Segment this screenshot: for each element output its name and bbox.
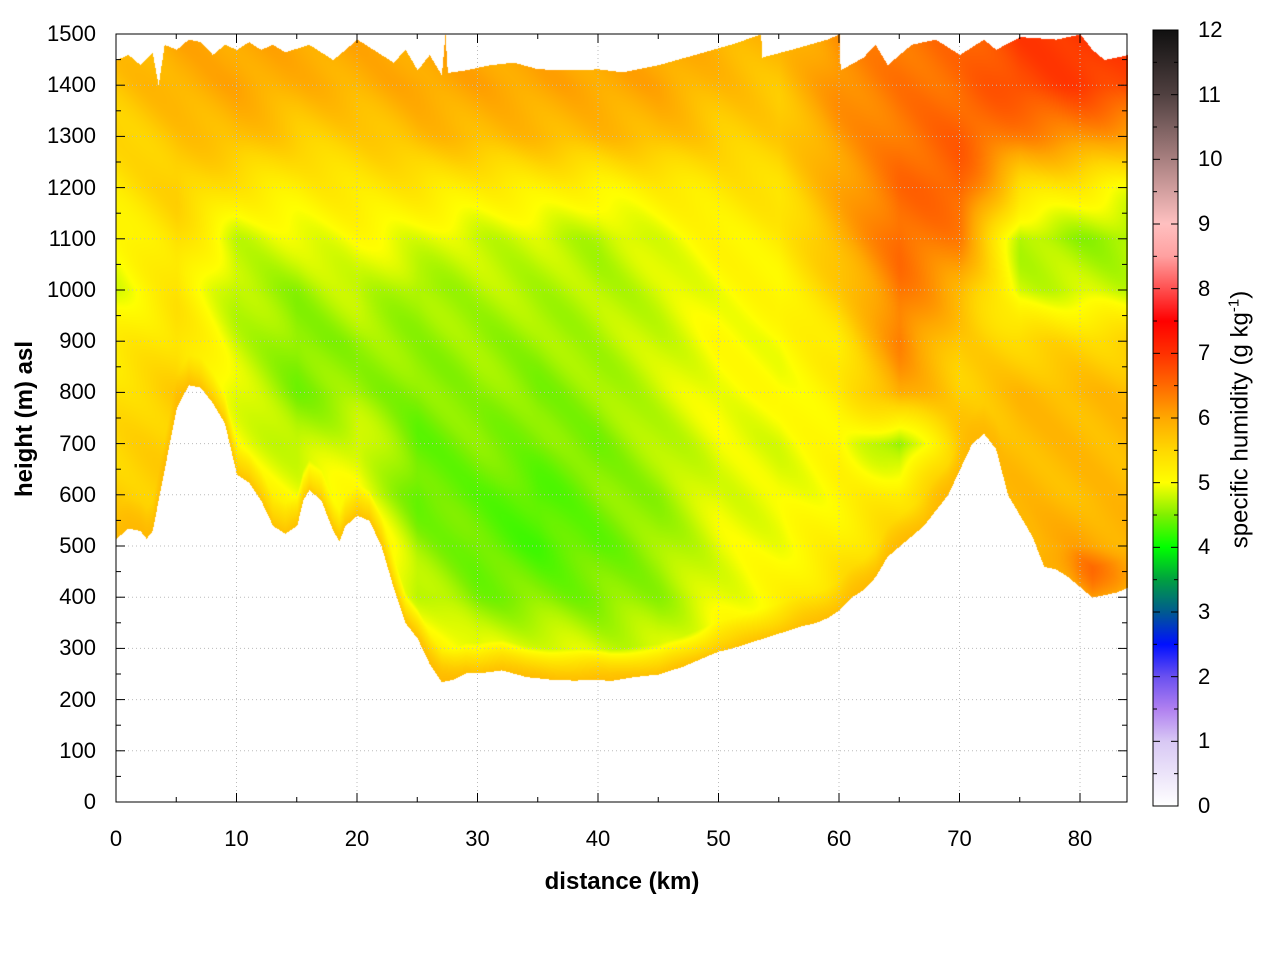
colorbar-tick-label: 8 <box>1198 275 1211 301</box>
y-tick-label: 600 <box>59 481 96 507</box>
y-tick-label: 1300 <box>47 123 96 149</box>
colorbar-ticks <box>1153 29 1178 807</box>
y-tick-label: 1100 <box>48 225 96 251</box>
y-tick-label: 100 <box>59 737 96 763</box>
plot-frame <box>115 33 1128 803</box>
colorbar-label: specific humidity (g kg-1) <box>1226 220 1255 620</box>
x-tick-label: 80 <box>1067 826 1093 851</box>
x-tick-label: 70 <box>947 826 972 851</box>
colorbar-label-end: ) <box>1226 290 1254 299</box>
colorbar-tick-label: 7 <box>1198 340 1211 366</box>
y-tick-label: 1400 <box>47 72 96 98</box>
x-tick-label: 10 <box>224 826 249 851</box>
colorbar-tick-label: 3 <box>1198 599 1211 624</box>
colorbar-tick-label: 6 <box>1198 405 1211 430</box>
x-tick-label: 20 <box>344 826 370 851</box>
y-tick-label: 700 <box>59 430 96 456</box>
colorbar-tick-label: 2 <box>1198 663 1211 689</box>
colorbar-tick-label: 9 <box>1198 211 1211 236</box>
axis-ticks <box>115 33 1127 803</box>
y-tick-label: 1500 <box>47 21 96 46</box>
colorbar-tick-label: 12 <box>1198 17 1223 42</box>
y-tick-label: 500 <box>59 533 96 558</box>
colorbar-tick-label: 0 <box>1198 793 1211 818</box>
x-tick-label: 60 <box>826 826 852 851</box>
y-tick-label: 1200 <box>47 174 96 200</box>
y-tick-label: 200 <box>59 686 96 712</box>
colorbar-tick-label: 4 <box>1198 534 1211 560</box>
colorbar-tick-label: 1 <box>1198 728 1211 754</box>
y-tick-label: 800 <box>59 379 96 405</box>
x-axis-label: distance (km) <box>544 868 700 895</box>
y-axis-label: height (m) asl <box>11 341 38 498</box>
x-tick-label: 50 <box>706 826 731 851</box>
x-tick-label: 40 <box>585 826 611 851</box>
colorbar-tick-label: 5 <box>1198 469 1211 495</box>
y-tick-label: 1000 <box>47 277 96 302</box>
y-tick-label: 400 <box>59 584 96 610</box>
x-tick-label: 30 <box>465 826 490 851</box>
y-tick-label: 900 <box>59 328 96 354</box>
gridlines <box>116 34 1127 802</box>
colorbar-tick-label: 10 <box>1198 146 1223 172</box>
y-tick-label: 300 <box>59 635 96 661</box>
x-tick-label: 0 <box>109 826 123 851</box>
y-tick-label: 0 <box>83 789 96 814</box>
colorbar-tick-label: 11 <box>1198 81 1221 107</box>
colorbar-label-sup: -1 <box>1225 298 1243 313</box>
colorbar-label-text: specific humidity (g kg <box>1226 312 1254 549</box>
